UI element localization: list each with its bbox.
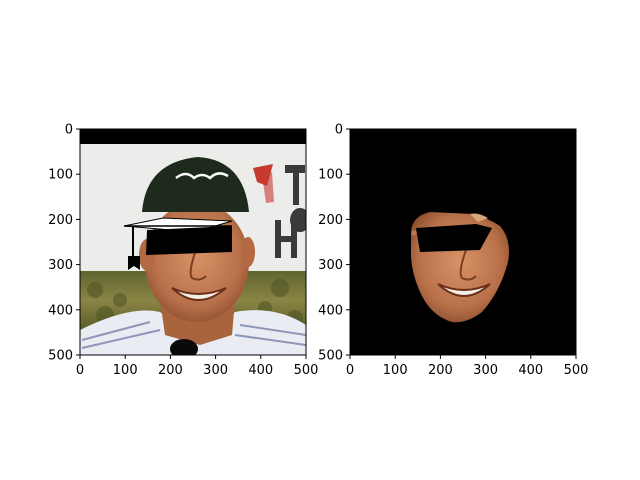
right-ear — [241, 237, 255, 267]
left-axes-frame — [79, 128, 307, 356]
x-tick-label: 500 — [564, 363, 589, 378]
x-tick-label: 0 — [346, 363, 354, 378]
left-image-panel — [80, 129, 306, 355]
y-tick-label: 200 — [48, 213, 73, 228]
x-tick-label: 400 — [248, 363, 273, 378]
hair-fragment — [470, 213, 488, 222]
x-tick-label: 100 — [383, 363, 408, 378]
right-axes-frame — [349, 128, 577, 356]
smile — [171, 287, 227, 301]
x-tick-label: 400 — [518, 363, 543, 378]
nose — [189, 249, 207, 281]
y-tick-label: 500 — [318, 349, 343, 364]
shirt — [80, 310, 306, 355]
x-tick-label: 200 — [158, 363, 183, 378]
y-tick-label: 500 — [48, 349, 73, 364]
cap — [142, 157, 249, 212]
y-tick-label: 300 — [318, 258, 343, 273]
x-tick-label: 200 — [428, 363, 453, 378]
background-sign — [253, 164, 306, 258]
shirt-stripes — [81, 321, 306, 349]
segmented-nose — [459, 249, 477, 281]
y-tick-label: 400 — [318, 303, 343, 318]
y-tick-label: 0 — [335, 123, 343, 138]
y-tick-label: 300 — [48, 258, 73, 273]
hair-fragment-small — [411, 230, 417, 236]
x-tick-label: 100 — [113, 363, 138, 378]
x-tick-label: 300 — [203, 363, 228, 378]
y-tick-label: 0 — [65, 123, 73, 138]
cap-logo — [175, 172, 229, 180]
segmented-smile — [437, 283, 491, 297]
x-tick-label: 0 — [76, 363, 84, 378]
microphone — [170, 339, 198, 355]
x-tick-label: 500 — [294, 363, 319, 378]
y-tick-label: 200 — [318, 213, 343, 228]
black-censor-bar — [146, 226, 232, 255]
right-image-panel — [350, 129, 576, 355]
y-tick-label: 100 — [318, 168, 343, 183]
segmented-censor-bar — [416, 224, 492, 252]
top-black-band — [80, 129, 306, 144]
y-tick-label: 400 — [48, 303, 73, 318]
x-tick-label: 300 — [473, 363, 498, 378]
y-tick-label: 100 — [48, 168, 73, 183]
